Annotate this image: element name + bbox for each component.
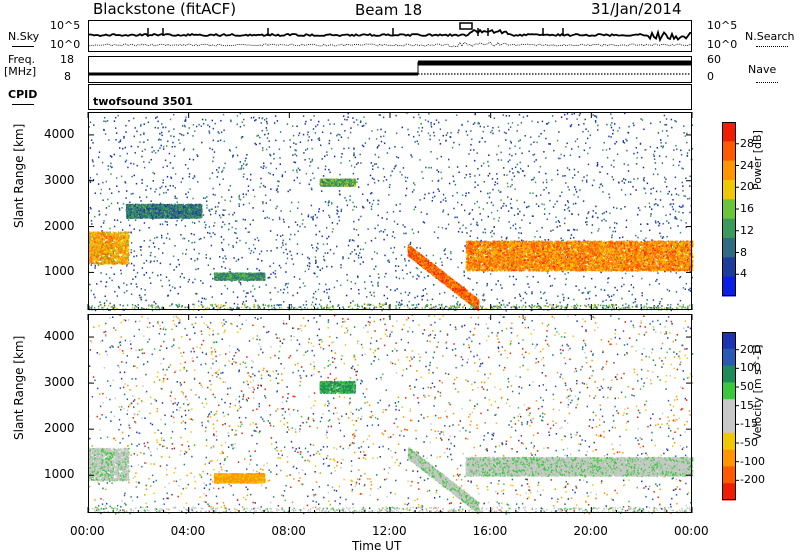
power-colorbar-swatch [722,257,736,277]
velocity-colorbar-label: Velocity [m s^-1] [751,320,765,440]
velocity-colorbar-swatch [722,399,736,416]
velocity-colorbar-tick: -100 [740,455,765,468]
xtick-label: 16:00 [473,524,508,538]
xtick-label: 12:00 [372,524,407,538]
ytick-label: 1000 [44,264,75,278]
power-colorbar-tick: 16 [740,202,754,215]
xtick-label: 00:00 [70,524,105,538]
power-colorbar-swatch [722,180,736,200]
power-colorbar-tick: 12 [740,224,754,237]
xtick-label: 00:00 [674,524,709,538]
power-colorbar-swatch [722,238,736,258]
power-colorbar-tick: 4 [740,267,747,280]
ytick-label: 2000 [44,219,75,233]
power-colorbar-swatch [722,199,736,219]
velocity-colorbar-tick: -200 [740,473,765,486]
xtick-label: 08:00 [271,524,306,538]
ytick-label: 3000 [44,173,75,187]
power-ylabel-text: Slant Range [km] [12,124,26,228]
velocity-colorbar-swatch [722,433,736,450]
xtick-label: 04:00 [171,524,206,538]
power-colorbar-swatch [722,219,736,239]
power-ylabel: Slant Range [km] [12,188,28,228]
velocity-colorbar-swatch [722,366,736,383]
velocity-ylabel: Slant Range [km] [12,400,28,440]
velocity-ylabel-text: Slant Range [km] [12,336,26,440]
xtick-label: 20:00 [573,524,608,538]
velocity-colorbar-swatch [722,382,736,399]
power-colorbar-label: Power [dB] [751,110,765,190]
ytick-label: 4000 [44,329,75,343]
power-colorbar-swatch [722,141,736,161]
power-colorbar-swatch [722,277,736,297]
power-colorbar-tick: 8 [740,246,747,259]
velocity-colorbar-swatch [722,349,736,366]
velocity-colorbar-swatch [722,332,736,349]
ytick-label: 1000 [44,467,75,481]
power-colorbar-label-text: Power [dB] [751,130,764,190]
power-colorbar-swatch [722,161,736,181]
velocity-colorbar-swatch [722,483,736,500]
power-colorbar-swatch [722,122,736,142]
velocity-colorbar-label-text: Velocity [m s^-1] [751,345,764,440]
velocity-panel [88,314,693,515]
power-panel [88,112,693,312]
x-axis-label: Time UT [352,539,401,553]
velocity-colorbar-swatch [722,466,736,483]
ytick-label: 2000 [44,421,75,435]
ytick-label: 4000 [44,127,75,141]
velocity-colorbar-swatch [722,450,736,467]
velocity-colorbar-swatch [722,416,736,433]
ytick-label: 3000 [44,375,75,389]
